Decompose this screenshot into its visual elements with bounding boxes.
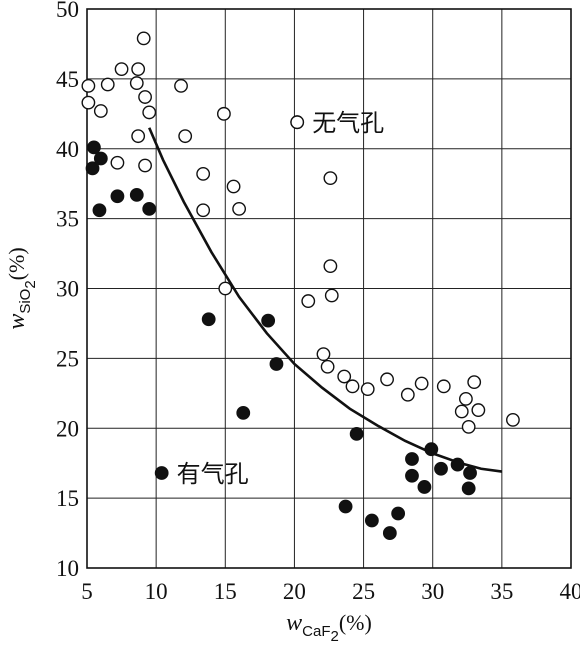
porous-point bbox=[405, 452, 419, 466]
porous-point bbox=[461, 481, 476, 496]
plot-border bbox=[86, 8, 572, 569]
porous-point bbox=[405, 468, 419, 483]
porous-point bbox=[391, 506, 406, 521]
x-tick-label: 40 bbox=[560, 579, 580, 604]
pore-free-point bbox=[110, 155, 125, 170]
porous-point bbox=[236, 405, 251, 420]
pore-free-point bbox=[131, 129, 146, 144]
porous-point bbox=[424, 442, 439, 457]
pore-free-point bbox=[196, 203, 211, 218]
porous-point bbox=[92, 203, 107, 218]
pore-free-point bbox=[436, 379, 451, 394]
pore-free-point bbox=[81, 78, 96, 93]
boundary-curve bbox=[148, 127, 503, 473]
pore-free-point bbox=[142, 105, 157, 120]
porous-point bbox=[85, 161, 100, 176]
pore-free-point bbox=[114, 62, 129, 76]
y-tick-label: 25 bbox=[56, 346, 79, 371]
x-tick-label: 20 bbox=[283, 579, 306, 604]
porous-point bbox=[269, 357, 284, 371]
pore-free-point bbox=[136, 31, 151, 46]
pore-free-point bbox=[301, 294, 316, 308]
pore-free-point bbox=[174, 78, 188, 93]
pore-free-point bbox=[131, 62, 146, 76]
pore-free-point bbox=[380, 372, 394, 387]
pore-free-point bbox=[360, 382, 375, 397]
porous-point bbox=[338, 499, 353, 514]
x-tick-labels: 5 10 15 20 25 30 35 40 bbox=[81, 579, 580, 604]
x-axis-label: wCaF2(%) bbox=[286, 610, 372, 645]
pore-free-point bbox=[178, 129, 193, 144]
pore-free-point bbox=[467, 375, 482, 390]
pore-free-point bbox=[324, 288, 339, 303]
y-tick-label: 40 bbox=[56, 137, 79, 162]
y-tick-label: 50 bbox=[56, 0, 79, 22]
pore-free-point bbox=[323, 259, 338, 274]
pore-free-point bbox=[226, 179, 241, 194]
x-tick-label: 5 bbox=[81, 579, 93, 604]
porous-point bbox=[261, 313, 276, 328]
pore-free-point bbox=[414, 376, 429, 391]
pore-free-point bbox=[196, 167, 211, 181]
pore-free-point bbox=[232, 201, 247, 216]
data-points bbox=[81, 31, 520, 540]
x-tick-label: 10 bbox=[145, 579, 168, 604]
annotation-label: 有气孔 bbox=[177, 460, 249, 488]
x-tick-label: 30 bbox=[421, 579, 444, 604]
pore-free-point bbox=[93, 104, 108, 118]
y-tick-label: 30 bbox=[56, 277, 79, 302]
pore-free-point bbox=[138, 158, 152, 173]
pore-free-point bbox=[323, 171, 338, 185]
y-tick-label: 45 bbox=[56, 67, 79, 92]
plot-frame bbox=[86, 8, 572, 569]
grid-lines bbox=[86, 8, 572, 569]
annotation-marker bbox=[154, 466, 169, 480]
porous-point bbox=[382, 526, 397, 540]
pore-free-point bbox=[138, 90, 152, 104]
annotation-marker bbox=[290, 115, 305, 130]
x-tick-label: 35 bbox=[490, 579, 513, 604]
pore-free-point bbox=[320, 359, 335, 374]
x-tick-label: 15 bbox=[214, 579, 237, 604]
x-tick-label: 25 bbox=[352, 579, 375, 604]
pore-free-point bbox=[100, 77, 115, 92]
y-tick-label: 20 bbox=[56, 416, 79, 441]
porous-point bbox=[110, 189, 125, 204]
pore-free-point bbox=[461, 419, 476, 434]
y-tick-label: 15 bbox=[56, 486, 79, 511]
pore-free-point bbox=[471, 403, 486, 417]
porous-point bbox=[417, 480, 432, 494]
porous-point bbox=[434, 461, 448, 476]
y-tick-labels: 10 15 20 25 30 35 40 45 50 bbox=[56, 0, 79, 581]
pore-free-point bbox=[400, 387, 415, 402]
pore-free-point bbox=[454, 404, 469, 419]
pore-free-point bbox=[129, 76, 144, 90]
porous-point bbox=[364, 513, 379, 528]
pore-free-point bbox=[345, 379, 360, 394]
y-axis-label: wSiO2(%) bbox=[4, 247, 39, 329]
pore-free-point bbox=[217, 106, 231, 121]
porous-point bbox=[129, 187, 144, 202]
porous-point bbox=[201, 312, 216, 327]
y-tick-label: 10 bbox=[56, 556, 79, 581]
porous-point bbox=[142, 201, 157, 216]
pore-free-point bbox=[316, 347, 331, 362]
porous-point bbox=[349, 426, 364, 441]
annotation-label: 无气孔 bbox=[312, 109, 384, 137]
pore-free-point bbox=[337, 369, 352, 384]
porous-point bbox=[93, 151, 108, 166]
pore-free-point bbox=[459, 392, 473, 406]
pore-free-point bbox=[506, 412, 520, 427]
porous-point bbox=[463, 466, 477, 480]
y-tick-label: 35 bbox=[56, 207, 79, 232]
porous-point bbox=[87, 140, 101, 155]
porous-point bbox=[450, 457, 465, 472]
pore-free-point bbox=[81, 95, 96, 110]
pore-free-point bbox=[218, 281, 233, 296]
